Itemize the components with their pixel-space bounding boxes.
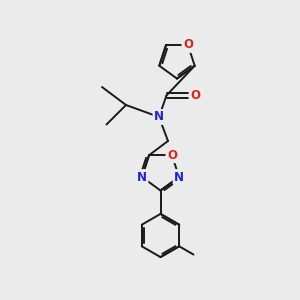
Text: O: O xyxy=(183,38,193,52)
Text: N: N xyxy=(154,110,164,124)
Text: N: N xyxy=(174,170,184,184)
Text: O: O xyxy=(167,149,177,162)
Text: O: O xyxy=(190,89,200,102)
Text: N: N xyxy=(137,170,147,184)
